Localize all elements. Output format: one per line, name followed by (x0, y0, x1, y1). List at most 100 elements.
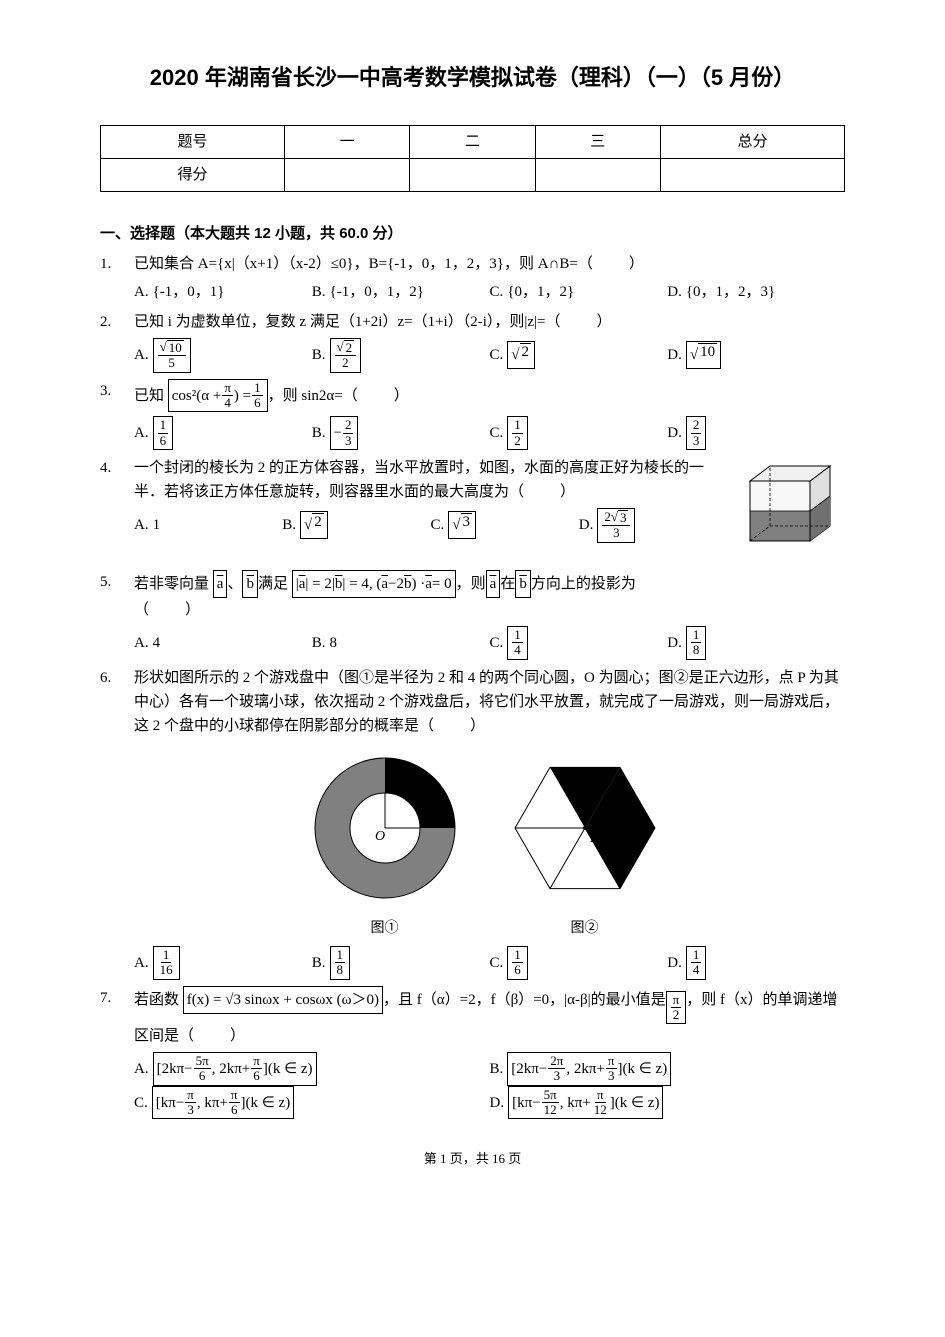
expr-text: cos²(α + (172, 384, 222, 408)
option-label: D. (490, 1091, 505, 1115)
answer-blank: （ ） (419, 718, 487, 734)
question-stem: 已知集合 A={x|（x+1）（x-2）≤0}，B={-1，0，1，2，3}，则… (134, 252, 845, 276)
denominator: 12 (542, 1103, 559, 1117)
option-label: A. (134, 513, 149, 537)
denominator: 3 (691, 434, 702, 448)
denominator: 4 (512, 643, 523, 657)
option-a[interactable]: A. 16 (134, 416, 312, 450)
radicand: 2 (520, 343, 532, 361)
option-b[interactable]: B. −23 (312, 416, 490, 450)
question-stem: 若函数 f(x) = √3 sinωx + cosωx (ω＞0)，且 f（α）… (134, 986, 845, 1049)
numerator: π (229, 1088, 240, 1103)
answer-blank: （ ） (545, 314, 613, 330)
question-5: 5. 若非零向量 a、b满足 |a| = 2|b| = 4, (a−2b) · … (100, 570, 845, 660)
option-a[interactable]: A. 105 (134, 338, 312, 373)
option-d[interactable]: D.233 (579, 508, 727, 543)
option-c[interactable]: C. [kπ−π3, kπ+π6](k ∈ z) (134, 1086, 490, 1120)
options: A. [2kπ−5π6, 2kπ+π6](k ∈ z) B. [2kπ−2π3,… (134, 1052, 845, 1119)
denominator: 6 (197, 1069, 208, 1083)
table-cell (660, 159, 844, 192)
option-b[interactable]: B.2 (282, 508, 430, 543)
option-label: C. (490, 951, 504, 975)
denominator: 6 (512, 963, 523, 977)
boxed-expr: 14 (507, 626, 528, 660)
stem-text: 若非零向量 (134, 576, 209, 592)
expr-text: | = 2| (305, 572, 334, 596)
option-c[interactable]: C.16 (490, 946, 668, 980)
option-text: 1 (153, 513, 161, 537)
option-d[interactable]: D.14 (667, 946, 845, 980)
denominator: 3 (343, 434, 354, 448)
minus-sign: − (334, 421, 342, 445)
numerator: 1 (335, 948, 346, 963)
table-header: 一 (285, 126, 410, 159)
denominator: 6 (251, 1069, 262, 1083)
boxed-expr: 22 (330, 338, 362, 373)
option-label: A. (134, 1057, 149, 1081)
option-d[interactable]: D.{0，1，2，3} (667, 280, 845, 304)
option-label: B. (312, 343, 326, 367)
stem-text: ，且 f（α）=2，f（β）=0，|α-β|的最小值是 (383, 992, 666, 1008)
numerator: 1 (252, 381, 263, 396)
option-c[interactable]: C. 2 (490, 338, 668, 373)
expr-text: [2kπ− (511, 1057, 547, 1081)
option-b[interactable]: B.8 (312, 626, 490, 660)
option-label: C. (490, 343, 504, 367)
stem-text: ，则 sin2α= (268, 388, 343, 404)
option-b[interactable]: B. 22 (312, 338, 490, 373)
boxed-expr: 18 (686, 626, 707, 660)
option-b[interactable]: B.{-1，0，1，2} (312, 280, 490, 304)
question-number: 6. (100, 666, 134, 980)
vec-sym: b (246, 572, 254, 596)
option-label: A. (134, 951, 149, 975)
option-c[interactable]: C. 12 (490, 416, 668, 450)
numerator: π (606, 1054, 617, 1069)
option-a[interactable]: A.4 (134, 626, 312, 660)
option-c[interactable]: C.3 (431, 508, 579, 543)
numerator: 1 (691, 628, 702, 643)
boxed-expr: [kπ−π3, kπ+π6](k ∈ z) (152, 1086, 294, 1120)
option-a[interactable]: A.{-1，0，1} (134, 280, 312, 304)
option-d[interactable]: D.18 (667, 626, 845, 660)
option-a[interactable]: A. [2kπ−5π6, 2kπ+π6](k ∈ z) (134, 1052, 490, 1086)
option-d[interactable]: D. 10 (667, 338, 845, 373)
option-d[interactable]: D. [kπ−5π12, kπ+π12](k ∈ z) (490, 1086, 846, 1120)
radicand: 2 (312, 513, 324, 531)
expr-text: ](k ∈ z) (263, 1057, 313, 1081)
question-number: 5. (100, 570, 134, 660)
question-number: 3. (100, 379, 134, 450)
option-a[interactable]: A.1 (134, 508, 282, 543)
boxed-expr: 14 (686, 946, 707, 980)
option-label: A. (134, 631, 149, 655)
option-label: B. (312, 421, 326, 445)
table-header: 三 (535, 126, 660, 159)
option-d[interactable]: D. 23 (667, 416, 845, 450)
question-2: 2. 已知 i 为虚数单位，复数 z 满足（1+2i）z=（1+i）（2-i），… (100, 310, 845, 373)
option-b[interactable]: B.18 (312, 946, 490, 980)
radicand: 3 (461, 513, 473, 531)
option-label: A. (134, 421, 149, 445)
expr-text: , kπ+ (560, 1091, 591, 1115)
option-label: C. (490, 631, 504, 655)
section-heading: 一、选择题（本大题共 12 小题，共 60.0 分） (100, 222, 845, 246)
center-label: O (375, 829, 385, 844)
option-b[interactable]: B. [2kπ−2π3, 2kπ+π3](k ∈ z) (490, 1052, 846, 1086)
option-a[interactable]: A.116 (134, 946, 312, 980)
table-cell (410, 159, 535, 192)
numerator: 1 (512, 628, 523, 643)
option-text: 4 (153, 631, 161, 655)
question-number: 4. (100, 456, 134, 564)
answer-blank: （ ） (509, 484, 577, 500)
expr-text: [2kπ− (157, 1057, 193, 1081)
stem-text: 、 (227, 576, 242, 592)
boxed-expr: 12 (507, 416, 528, 450)
question-stem: 已知 cos²(α + π4) = 16 ，则 sin2α=（ ） (134, 379, 845, 413)
options: A. 105 B. 22 C. 2 D. 10 (134, 338, 845, 373)
expr-text: , 2kπ+ (212, 1057, 251, 1081)
question-3: 3. 已知 cos²(α + π4) = 16 ，则 sin2α=（ ） A. … (100, 379, 845, 450)
option-c[interactable]: C.{0，1，2} (490, 280, 668, 304)
table-cell: 得分 (101, 159, 285, 192)
option-c[interactable]: C.14 (490, 626, 668, 660)
option-label: B. (312, 280, 326, 304)
boxed-expr: 23 (686, 416, 707, 450)
